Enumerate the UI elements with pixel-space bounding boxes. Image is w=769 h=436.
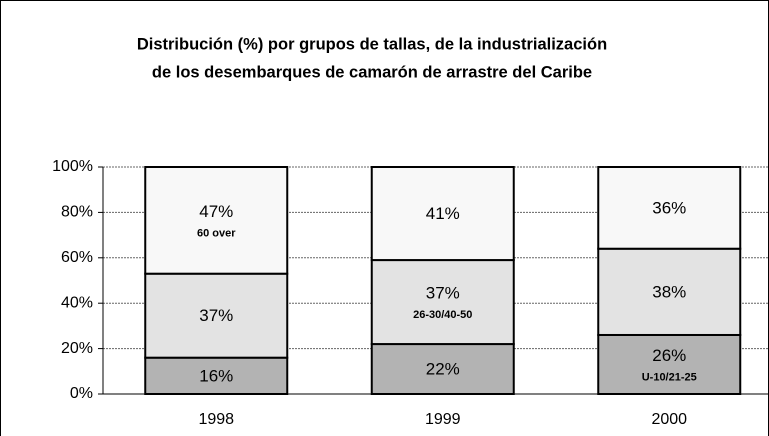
bar-segment: [370, 259, 515, 346]
y-tick-label: 60%: [61, 249, 93, 266]
bar-segment: [144, 166, 289, 275]
value-label: 37%: [199, 306, 233, 325]
value-label: 36%: [652, 198, 686, 217]
chart-title: de los desembarques de camarón de arrast…: [152, 63, 592, 81]
y-tick-label: 20%: [61, 340, 93, 357]
series-label: 26-30/40-50: [413, 309, 472, 321]
value-label: 38%: [652, 282, 686, 301]
series-label: 60 over: [197, 227, 236, 239]
value-label: 37%: [426, 284, 460, 303]
value-label: 26%: [652, 346, 686, 365]
bar-segment: [370, 166, 515, 262]
series-label: U-10/21-25: [642, 371, 697, 383]
value-label: 41%: [426, 204, 460, 223]
chart-title: Distribución (%) por grupos de tallas, d…: [137, 35, 607, 53]
value-label: 16%: [199, 366, 233, 385]
x-tick-label: 2000: [651, 411, 687, 428]
x-tick-label: 1998: [198, 411, 234, 428]
y-tick-label: 0%: [70, 385, 93, 402]
value-label: 47%: [199, 202, 233, 221]
bar-segment: [597, 333, 742, 396]
x-tick-label: 1999: [425, 411, 461, 428]
y-tick-label: 40%: [61, 294, 93, 311]
y-tick-label: 80%: [61, 204, 93, 221]
y-tick-label: 100%: [52, 158, 93, 175]
value-label: 22%: [426, 360, 460, 379]
bar-segment: [597, 166, 742, 250]
